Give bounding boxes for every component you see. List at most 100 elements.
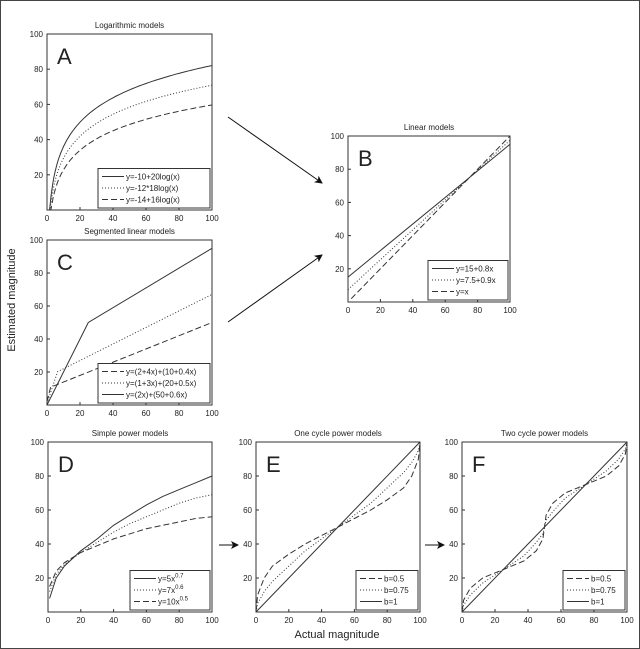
x-tick-label: 80 [175, 616, 184, 625]
x-tick-label: 100 [205, 409, 219, 418]
x-tick-label: 20 [76, 409, 85, 418]
y-tick-label: 100 [30, 30, 44, 39]
series-line [350, 135, 511, 300]
legend: y=15+0.8x y=7.5+0.9x y=x [427, 260, 509, 301]
x-tick-label: 0 [46, 616, 51, 625]
y-tick-label: 40 [335, 232, 344, 241]
panels: Logarithmic models A 0 20 40 60 80 100 20 40 60 80 1… [30, 21, 635, 625]
legend-label: y=15+0.8x [456, 265, 493, 274]
x-tick-label: 60 [142, 214, 151, 223]
series-line [347, 139, 511, 290]
panel-title: Two cycle power models [501, 429, 588, 438]
series-line [255, 441, 421, 613]
x-tick-label: 60 [142, 616, 151, 625]
x-tick-label: 80 [590, 616, 599, 625]
y-tick-label: 80 [34, 269, 43, 278]
panel-c: Segmented linear models C 0 20 40 60 80 100 20 40… [30, 227, 220, 418]
legend-label: y=5x0.7 [158, 574, 184, 584]
y-tick-label: 80 [35, 472, 44, 481]
legend-label: y=10x0.5 [158, 597, 189, 607]
legend: y=(2+4x)+(10+0.4x) y=(1+3x)+(20+0.5x) y=(2… [97, 363, 211, 404]
legend-label: y=7x0.6 [158, 585, 184, 595]
y-tick-label: 60 [35, 506, 44, 515]
x-tick-label: 40 [408, 306, 417, 315]
x-tick-label: 40 [109, 214, 118, 223]
x-tick-label: 80 [175, 409, 184, 418]
y-tick-label: 80 [34, 65, 43, 74]
panel-d: Simple power models D 0 20 40 60 80 100 20 40 60 80… [31, 429, 220, 625]
x-tick-label: 20 [76, 616, 85, 625]
x-tick-label: 100 [620, 616, 634, 625]
x-tick-label: 100 [205, 214, 219, 223]
y-tick-label: 80 [449, 472, 458, 481]
y-tick-label: 60 [34, 100, 43, 109]
series-line [347, 143, 511, 278]
legend-box [97, 168, 211, 209]
panel-e: One cycle power models E 0 20 40 60 80 100 20 40 6… [239, 429, 428, 625]
y-tick-label: 20 [335, 265, 344, 274]
x-tick-label: 60 [350, 616, 359, 625]
legend-label: y=x [456, 288, 469, 297]
legend-label: y=7.5+0.9x [456, 276, 496, 285]
x-tick-label: 40 [109, 409, 118, 418]
x-tick-label: 0 [254, 616, 259, 625]
x-tick-label: 100 [413, 616, 427, 625]
y-tick-label: 60 [449, 506, 458, 515]
panel-title: Logarithmic models [95, 21, 164, 30]
y-tick-label: 60 [34, 302, 43, 311]
y-tick-label: 80 [335, 165, 344, 174]
y-tick-label: 100 [31, 438, 45, 447]
series-line [46, 322, 213, 402]
y-tick-label: 60 [335, 198, 344, 207]
panel-letter: F [472, 452, 485, 477]
legend: y=-10+20log(x) y=-12*18log(x) y=-14+16log(… [97, 168, 211, 209]
y-tick-label: 40 [243, 540, 252, 549]
x-tick-label: 0 [45, 214, 50, 223]
arrow-a-to-b [227, 116, 323, 184]
y-tick-label: 40 [34, 335, 43, 344]
panel-a: Logarithmic models A 0 20 40 60 80 100 20 40 60 80 1… [30, 21, 220, 223]
legend: y=5x0.7y=7x0.6 y=10x0.5 [129, 570, 211, 611]
legend-label: b=0.75 [591, 586, 616, 595]
panel-b: Linear models B 0 20 40 60 80 100 20 40 60 80 100 y=1… [331, 123, 518, 315]
y-tick-label: 60 [243, 506, 252, 515]
x-tick-label: 100 [503, 306, 517, 315]
panel-letter: A [57, 44, 72, 69]
y-tick-label: 20 [34, 368, 43, 377]
x-tick-label: 20 [376, 306, 385, 315]
legend-label: y=-14+16log(x) [126, 196, 180, 205]
series-line [49, 516, 213, 587]
legend-label: y=-10+20log(x) [126, 173, 180, 182]
x-tick-label: 60 [142, 409, 151, 418]
series-line [461, 441, 628, 613]
arrow-c-to-b [227, 254, 323, 323]
x-tick-label: 20 [284, 616, 293, 625]
panel-letter: C [57, 250, 73, 275]
x-tick-label: 0 [460, 616, 465, 625]
legend-label: y=(2+4x)+(10+0.4x) [126, 368, 197, 377]
legend-exponent: 0.6 [175, 585, 184, 591]
x-tick-label: 40 [524, 616, 533, 625]
x-axis-label: Actual magnitude [295, 629, 380, 641]
legend-label: b=1 [384, 598, 398, 607]
x-tick-label: 40 [317, 616, 326, 625]
legend-box [97, 363, 211, 404]
legend-exponent: 0.5 [180, 597, 189, 603]
panel-title: Linear models [404, 123, 454, 132]
legend-label: b=0.5 [384, 575, 405, 584]
y-axis-label: Estimated magnitude [6, 248, 18, 351]
y-tick-label: 20 [449, 574, 458, 583]
x-tick-label: 60 [557, 616, 566, 625]
legend: b=0.5 b=0.75 b=1 [355, 570, 419, 611]
x-tick-label: 0 [45, 409, 50, 418]
legend-label: y=-12*18log(x) [126, 184, 179, 193]
panel-letter: D [58, 452, 74, 477]
x-tick-label: 0 [346, 306, 351, 315]
x-tick-label: 60 [441, 306, 450, 315]
x-tick-label: 20 [76, 214, 85, 223]
x-tick-label: 80 [473, 306, 482, 315]
series-line [46, 247, 213, 406]
y-tick-label: 80 [243, 472, 252, 481]
y-tick-label: 100 [445, 438, 459, 447]
